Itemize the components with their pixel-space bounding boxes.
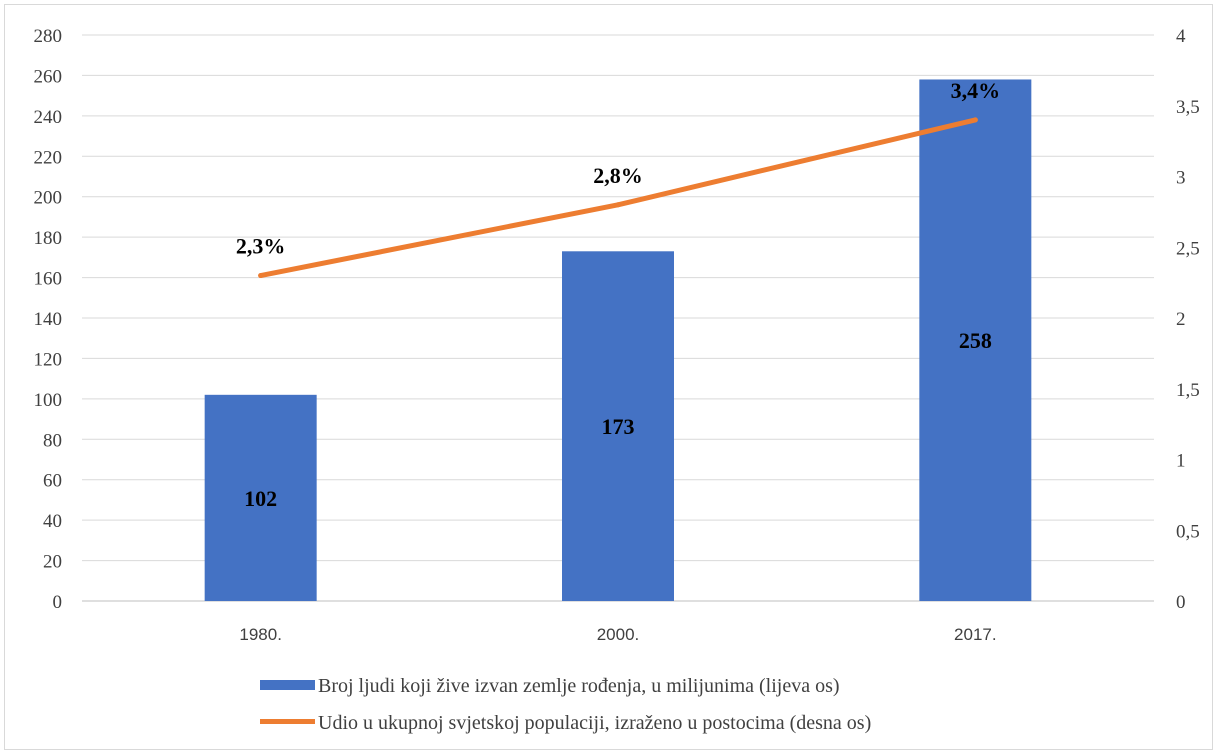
legend: Broj ljudi koji žive izvan zemlje rođenj…: [260, 675, 871, 734]
bar: [204, 394, 317, 601]
left-tick-label: 60: [43, 471, 62, 492]
x-tick-label: 2017.: [954, 625, 997, 644]
legend-swatch-bars: [260, 680, 315, 690]
legend-label-line: Udio u ukupnoj svjetskoj populaciji, izr…: [318, 712, 871, 734]
left-tick-label: 180: [34, 228, 63, 249]
bar-data-label: 258: [959, 328, 992, 353]
left-tick-label: 140: [34, 309, 63, 330]
line-point: [615, 202, 621, 208]
line-point: [258, 273, 264, 279]
right-tick-label: 0: [1176, 592, 1186, 613]
legend-label-bars: Broj ljudi koji žive izvan zemlje rođenj…: [318, 675, 840, 697]
left-tick-label: 20: [43, 552, 62, 573]
line-series: [258, 117, 978, 279]
right-tick-label: 4: [1176, 26, 1186, 47]
line-point: [972, 117, 978, 123]
line-data-label: 3,4%: [951, 78, 1001, 103]
line-data-label: 2,8%: [593, 163, 643, 188]
left-tick-label: 220: [34, 147, 63, 168]
bar-series: [204, 79, 1032, 602]
x-tick-label: 2000.: [597, 625, 640, 644]
right-tick-label: 2,5: [1176, 238, 1200, 259]
right-tick-label: 1,5: [1176, 380, 1200, 401]
left-tick-label: 80: [43, 430, 62, 451]
right-tick-label: 2: [1176, 309, 1186, 330]
left-tick-label: 40: [43, 511, 62, 532]
left-tick-label: 260: [34, 66, 63, 87]
bar-data-label: 102: [244, 486, 277, 511]
line-data-label: 2,3%: [236, 234, 286, 259]
right-tick-label: 0,5: [1176, 521, 1200, 542]
right-tick-label: 3: [1176, 168, 1186, 189]
left-tick-label: 280: [34, 26, 63, 47]
legend-swatch-line: [260, 719, 315, 724]
left-tick-label: 200: [34, 188, 63, 209]
bar: [562, 251, 674, 602]
left-tick-label: 120: [34, 349, 63, 370]
bar-data-label: 173: [602, 414, 635, 439]
left-tick-label: 0: [53, 592, 63, 613]
right-axis: 0 0,5 1 1,5 2 2,5 3 3,5 4: [1176, 26, 1200, 613]
left-tick-label: 160: [34, 269, 63, 290]
right-tick-label: 3,5: [1176, 97, 1200, 118]
x-axis: 1980. 2000. 2017.: [239, 625, 996, 644]
bar-data-labels: 102 173 258: [244, 328, 992, 511]
x-tick-label: 1980.: [239, 625, 282, 644]
right-tick-label: 1: [1176, 451, 1186, 472]
left-tick-label: 240: [34, 107, 63, 128]
left-axis: 0 20 40 60 80 100 120 140 160 180 200 220 240 260 280: [34, 26, 63, 613]
left-tick-label: 100: [34, 390, 63, 411]
line-data-labels: 2,3% 2,8% 3,4%: [236, 78, 1000, 259]
bar: [919, 79, 1032, 601]
